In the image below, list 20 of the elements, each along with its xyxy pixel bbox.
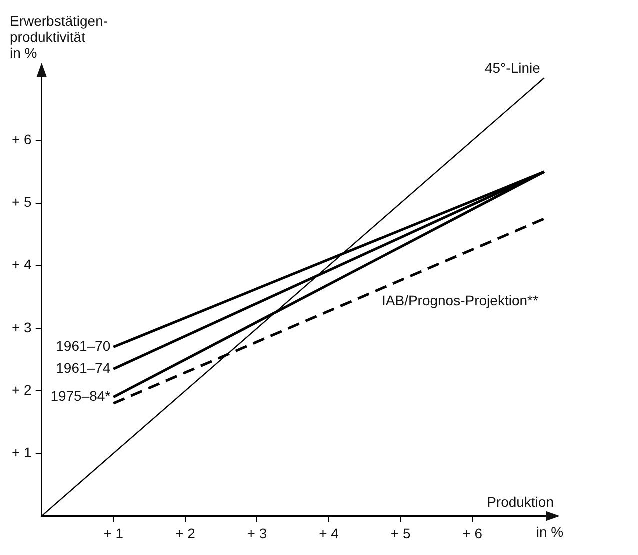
series-label: 1975–84*: [50, 388, 112, 404]
x-tick-label: + 5: [390, 525, 411, 542]
y-tick-label: + 2: [12, 382, 32, 398]
x-tick-label: + 4: [319, 525, 340, 542]
x-tick-label: + 6: [462, 525, 483, 542]
series-label: 45°-Linie: [484, 60, 541, 76]
y-tick-label: + 6: [12, 132, 32, 148]
y-tick-label: + 5: [12, 194, 32, 210]
text: in %: [536, 524, 564, 540]
x-tick-label: + 1: [104, 525, 124, 542]
series-label: 1961–74: [56, 360, 111, 376]
x-axis-title: Produktion: [487, 494, 554, 510]
y-tick-label: + 3: [12, 319, 32, 336]
y-tick-label: + 1: [12, 444, 32, 460]
y-axis-title: Erwerbstätigen- produktivität in %: [10, 12, 108, 61]
series-label: IAB/Prognos-Projektion**: [382, 292, 539, 308]
series-label: 1961–70: [56, 338, 111, 354]
y-tick-label: + 4: [12, 256, 32, 273]
x-tick-label: + 3: [247, 525, 268, 542]
x-tick-label: + 2: [176, 525, 196, 542]
